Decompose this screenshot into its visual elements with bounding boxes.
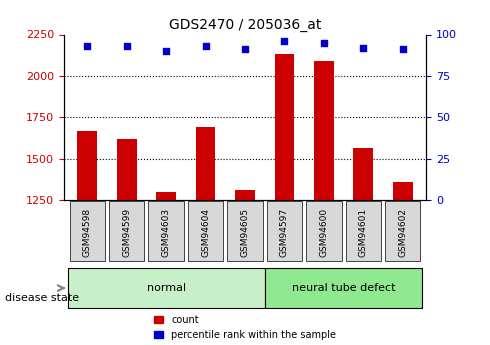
Point	[162, 48, 170, 54]
FancyBboxPatch shape	[109, 201, 145, 261]
Bar	[156, 192, 176, 200]
FancyBboxPatch shape	[148, 201, 184, 261]
FancyBboxPatch shape	[68, 268, 265, 308]
Point	[320, 40, 328, 46]
FancyBboxPatch shape	[306, 201, 342, 261]
Text: GSM94604: GSM94604	[201, 208, 210, 257]
Bar	[314, 61, 334, 200]
Text: normal: normal	[147, 283, 186, 293]
FancyBboxPatch shape	[188, 201, 223, 261]
Text: GSM94605: GSM94605	[241, 208, 249, 257]
Text: GSM94601: GSM94601	[359, 208, 368, 257]
FancyBboxPatch shape	[385, 201, 420, 261]
Point	[241, 47, 249, 52]
Bar	[393, 182, 413, 200]
FancyBboxPatch shape	[227, 201, 263, 261]
Text: disease state: disease state	[5, 294, 79, 303]
Bar	[353, 148, 373, 200]
Bar	[77, 130, 97, 200]
FancyBboxPatch shape	[265, 268, 422, 308]
Text: GSM94602: GSM94602	[398, 208, 407, 257]
Bar	[117, 139, 137, 200]
Legend: count, percentile rank within the sample: count, percentile rank within the sample	[150, 311, 340, 344]
Title: GDS2470 / 205036_at: GDS2470 / 205036_at	[169, 18, 321, 32]
Point	[83, 43, 91, 49]
Text: GSM94600: GSM94600	[319, 208, 328, 257]
Point	[280, 38, 288, 44]
Text: neural tube defect: neural tube defect	[292, 283, 395, 293]
Point	[123, 43, 131, 49]
FancyBboxPatch shape	[345, 201, 381, 261]
Text: GSM94598: GSM94598	[83, 208, 92, 257]
FancyBboxPatch shape	[70, 201, 105, 261]
Point	[359, 45, 367, 50]
Text: GSM94603: GSM94603	[162, 208, 171, 257]
Bar	[196, 127, 216, 200]
Text: GSM94597: GSM94597	[280, 208, 289, 257]
Point	[202, 43, 210, 49]
Point	[399, 47, 407, 52]
FancyBboxPatch shape	[267, 201, 302, 261]
Bar	[235, 190, 255, 200]
Bar	[274, 55, 294, 200]
Text: GSM94599: GSM94599	[122, 208, 131, 257]
